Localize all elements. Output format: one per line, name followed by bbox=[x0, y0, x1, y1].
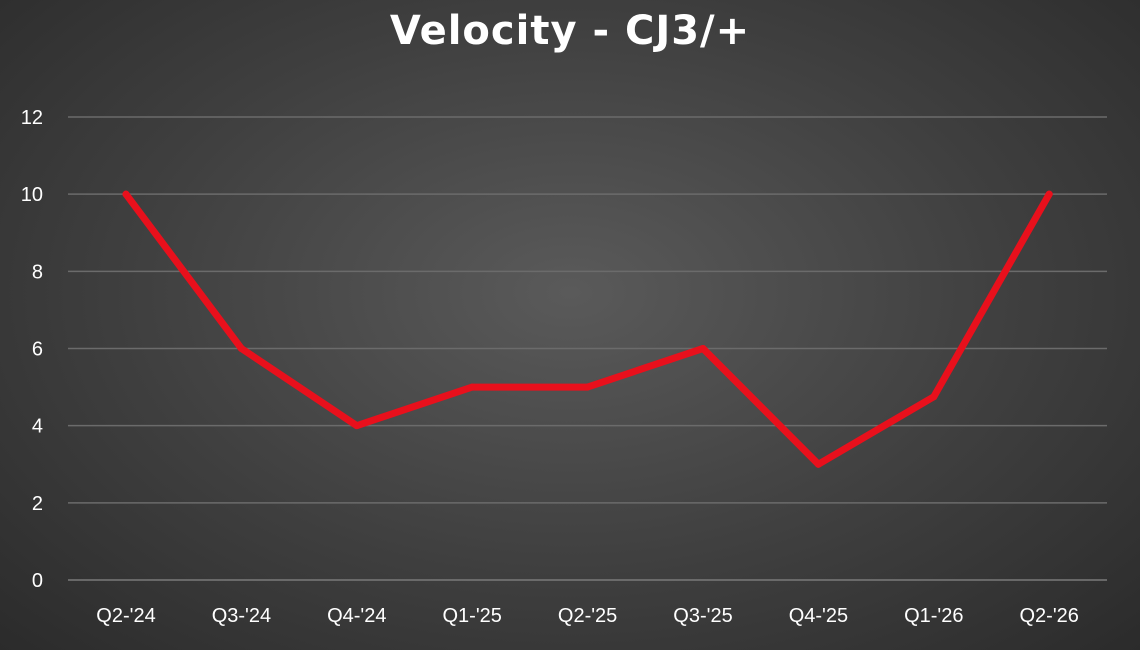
data-point-0 bbox=[122, 190, 130, 198]
x-tick-label: Q1-'25 bbox=[442, 605, 501, 627]
x-tick-label: Q2-'26 bbox=[1019, 605, 1078, 627]
y-tick-label: 4 bbox=[32, 416, 43, 438]
series-line-0 bbox=[122, 190, 1053, 468]
chart-title: Velocity - CJ3/+ bbox=[389, 8, 751, 54]
y-tick-label: 6 bbox=[32, 339, 43, 361]
data-point-3 bbox=[468, 383, 476, 391]
x-tick-label: Q4-'24 bbox=[327, 605, 386, 627]
y-tick-label: 8 bbox=[32, 261, 43, 283]
data-point-4 bbox=[584, 383, 592, 391]
data-point-1 bbox=[237, 345, 245, 352]
data-point-6 bbox=[814, 460, 822, 468]
data-point-2 bbox=[353, 422, 361, 430]
data-point-7 bbox=[930, 393, 938, 401]
y-axis-tick-labels: 0 2 4 6 8 10 12 bbox=[21, 107, 43, 592]
y-tick-label: 12 bbox=[21, 107, 43, 129]
x-axis-tick-labels: Q2-'24 Q3-'24 Q4-'24 Q1-'25 Q2-'25 Q3-'25 Q4-'… bbox=[96, 605, 1079, 627]
y-tick-label: 0 bbox=[32, 570, 43, 592]
y-tick-label: 2 bbox=[32, 493, 43, 515]
data-point-8 bbox=[1045, 190, 1053, 198]
x-tick-label: Q3-'25 bbox=[673, 605, 732, 627]
x-tick-label: Q4-'25 bbox=[789, 605, 848, 627]
gridlines bbox=[68, 116, 1107, 581]
series-lines bbox=[122, 190, 1053, 468]
y-tick-label: 10 bbox=[21, 184, 43, 206]
x-tick-label: Q3-'24 bbox=[212, 605, 271, 627]
x-tick-label: Q2-'25 bbox=[558, 605, 617, 627]
x-tick-label: Q2-'24 bbox=[96, 605, 155, 627]
x-tick-label: Q1-'26 bbox=[904, 605, 963, 627]
data-point-5 bbox=[699, 345, 707, 352]
